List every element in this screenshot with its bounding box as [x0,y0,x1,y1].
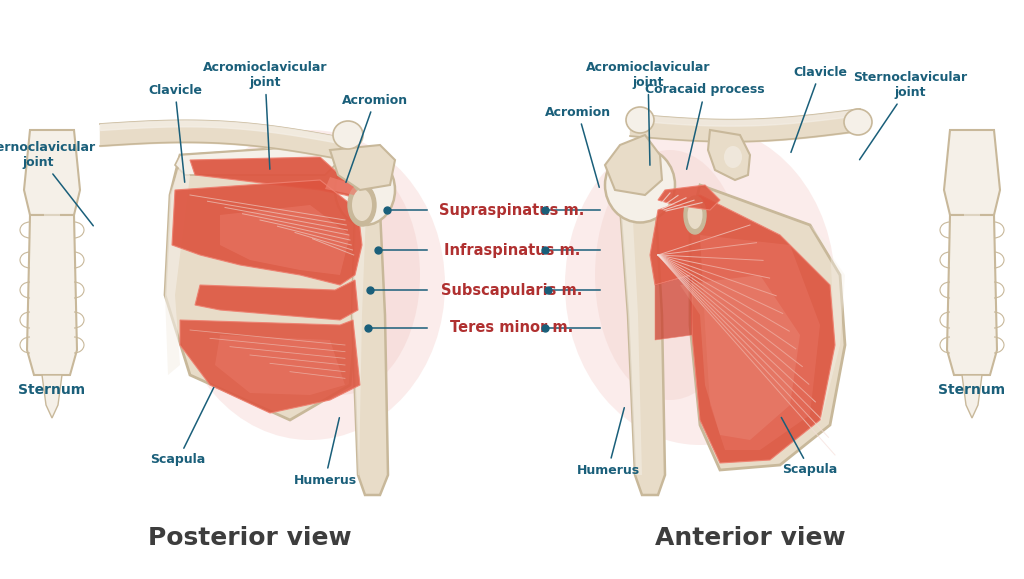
Ellipse shape [626,107,654,133]
Ellipse shape [175,130,445,440]
Polygon shape [690,185,845,470]
Ellipse shape [348,184,376,226]
Polygon shape [190,157,362,200]
Polygon shape [24,130,80,215]
Text: Humerus: Humerus [294,417,356,486]
Text: Teres minor m.: Teres minor m. [451,321,573,335]
Polygon shape [680,275,800,440]
Polygon shape [42,375,62,418]
Polygon shape [27,215,77,375]
Text: Acromioclavicular
joint: Acromioclavicular joint [203,61,328,169]
Ellipse shape [352,189,372,221]
Ellipse shape [724,146,742,168]
Polygon shape [658,185,720,210]
Ellipse shape [605,148,675,222]
Polygon shape [962,375,982,418]
Text: Humerus: Humerus [577,408,640,477]
Polygon shape [650,195,835,463]
Polygon shape [352,210,388,495]
Text: Acromion: Acromion [342,93,408,182]
Text: Anterior view: Anterior view [654,526,846,550]
Ellipse shape [687,201,702,229]
Text: Acromion: Acromion [545,105,611,188]
Text: Clavicle: Clavicle [791,65,847,152]
Text: Sternum: Sternum [938,383,1006,397]
Polygon shape [620,202,642,475]
Polygon shape [605,135,662,195]
Ellipse shape [335,155,395,225]
Ellipse shape [260,155,420,395]
Polygon shape [620,195,665,495]
Text: Subscapularis m.: Subscapularis m. [441,283,583,298]
Text: Sternum: Sternum [18,383,86,397]
Polygon shape [325,177,362,197]
Ellipse shape [844,109,872,135]
Ellipse shape [684,196,706,234]
Text: Acromioclavicular
joint: Acromioclavicular joint [586,61,711,165]
Polygon shape [944,130,1000,215]
Text: Posterior view: Posterior view [148,526,352,550]
Ellipse shape [565,125,835,445]
Polygon shape [165,165,190,375]
Ellipse shape [333,121,362,149]
Polygon shape [964,140,980,365]
Polygon shape [220,205,350,275]
Text: Sternoclavicular
joint: Sternoclavicular joint [0,141,95,226]
Polygon shape [810,225,845,425]
Text: Sternoclavicular
joint: Sternoclavicular joint [853,71,967,160]
Text: Infraspinatus m.: Infraspinatus m. [443,243,581,258]
Text: Scapula: Scapula [151,387,214,467]
Polygon shape [215,335,345,395]
Polygon shape [165,145,365,420]
Polygon shape [947,215,997,375]
Polygon shape [44,140,60,365]
Polygon shape [708,130,750,180]
Polygon shape [330,145,395,190]
Polygon shape [195,280,358,320]
Text: Coracaid process: Coracaid process [645,83,765,169]
Polygon shape [655,275,692,340]
Text: Clavicle: Clavicle [148,83,202,182]
Polygon shape [175,145,335,175]
Polygon shape [180,320,360,413]
Text: Scapula: Scapula [781,417,838,477]
Polygon shape [352,213,366,475]
Polygon shape [172,180,362,285]
Ellipse shape [595,150,745,400]
Text: Supraspinatus m.: Supraspinatus m. [439,203,585,218]
Polygon shape [700,235,820,450]
